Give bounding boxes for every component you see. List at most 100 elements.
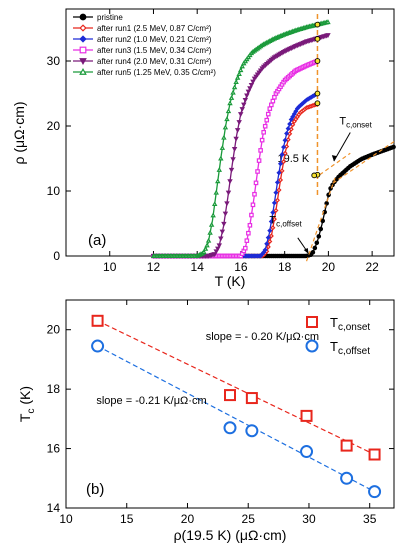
series-b-0-point [91, 314, 104, 327]
onset-label-sub: c,onset [346, 121, 373, 130]
series-a-5-point [201, 249, 207, 255]
series-a-5-point [236, 71, 242, 76]
panel-a-label: (a) [88, 232, 106, 249]
series-b-0-point [368, 448, 381, 461]
series-a-2-point [284, 130, 290, 137]
series-a-3-point [270, 98, 276, 104]
marker-19-5K [314, 90, 321, 97]
panel-b-series: slope = - 0.20 K/μΩ·cm slope = -0.21 K/μΩ… [91, 314, 382, 499]
series-a-4-point [244, 93, 250, 99]
legend-a-marker-0 [79, 13, 87, 21]
series-a-0-point [391, 144, 396, 150]
legend-b-label-main-1: T [330, 339, 338, 354]
legend-a-label-2: after run2 (1.0 MeV, 0.21 C/cm²) [97, 35, 212, 44]
panel-a-legend: pristine after run1 (2.5 MeV, 0.87 C/cm²)… [73, 13, 216, 77]
series-b-1-point [340, 471, 354, 485]
panel-a-annotations: Tc,onset Tc,offset [269, 21, 395, 262]
panel-b-x-tick-label: 30 [302, 512, 316, 526]
series-a-2-point [291, 111, 297, 117]
series-a-1 [150, 101, 320, 259]
legend-b-label-main-0: T [330, 315, 338, 330]
series-a-1-point [274, 197, 280, 203]
series-b-1-point [245, 424, 259, 438]
series-a-5-point [207, 229, 213, 235]
series-a-4-point [236, 120, 242, 126]
series-b-1-point [91, 339, 105, 353]
series-a-0-point [310, 250, 316, 255]
panel-b-frame [65, 299, 395, 509]
series-a-4-point [227, 179, 233, 185]
series-a-3-point [250, 202, 256, 208]
legend-b-label-0: Tc,onset [330, 315, 370, 333]
onset-label: Tc,onset [339, 116, 372, 130]
series-a-3-point [246, 230, 251, 236]
series-a-4-point [237, 112, 244, 118]
series-a-2-point [290, 114, 296, 120]
series-a-4-point [248, 82, 255, 88]
series-a-4-point [222, 211, 229, 217]
series-a-3-point [272, 94, 277, 100]
offset-label: Tc,offset [269, 215, 302, 229]
series-a-4-point [234, 128, 241, 133]
panel-a-y-tick-label: 20 [47, 119, 61, 133]
panel-b-x-tick-label: 25 [242, 512, 256, 526]
panel-b-y-tick-label: 16 [47, 442, 61, 456]
series-a-5-point [237, 67, 244, 73]
legend-a-label-3: after run3 (1.5 MeV, 0.34 C/cm²) [97, 46, 212, 55]
series-a-2-point [264, 241, 270, 247]
panel-b-x-tick-label: 35 [363, 512, 377, 526]
series-a-4-point [241, 102, 247, 108]
legend-a-marker-3 [79, 46, 87, 54]
series-a-1-point [276, 187, 282, 193]
panel-a-x-tick-label: 14 [191, 260, 205, 274]
series-a-5-point [215, 178, 221, 184]
series-a-3-point [249, 212, 254, 218]
series-b-1-point [300, 445, 314, 459]
series-a-5-point [233, 79, 239, 84]
series-a-2-point [279, 152, 285, 158]
series-a-4-point [250, 79, 256, 85]
panel-a-x-tick-label: 18 [278, 260, 292, 274]
marker-onset-extrapolation [311, 172, 318, 179]
series-a-3-point [255, 169, 260, 174]
legend-b-marker-0 [306, 316, 318, 328]
series-a-2-point [287, 121, 293, 127]
series-a-2-point [267, 228, 273, 234]
series-a-3-point [267, 106, 273, 111]
series-b-1-slope-label: slope = -0.21 K/μΩ·cm [96, 395, 206, 407]
series-a-3-point [244, 238, 250, 243]
series-a-5-point [239, 63, 245, 69]
series-a-5-point [216, 166, 223, 172]
series-a-2-point [277, 161, 284, 167]
series-a-5-point [211, 201, 218, 206]
series-a-4-point [218, 236, 224, 242]
series-a-0-point [312, 245, 318, 251]
series-a-4-point [233, 136, 239, 142]
panel-b-y-tick-label: 18 [47, 382, 61, 396]
series-a-5-point [227, 100, 233, 106]
offset-arrow-head [303, 248, 309, 255]
onset-tangent-low [319, 152, 351, 176]
panel-b-legend: Tc,onset Tc,offset [305, 315, 370, 357]
series-b-1-fit-line [97, 345, 375, 493]
onset-tangent-high [332, 141, 395, 184]
series-a-4-point [230, 157, 236, 163]
series-a-0-point [320, 218, 326, 224]
series-a-3-point [256, 158, 262, 163]
legend-b-label-sub-0: c,onset [338, 322, 370, 333]
panel-a-x-axis-label: T (K) [215, 273, 246, 289]
onset-arrow-head [331, 155, 337, 162]
panel-a-y-tick-label: 10 [47, 184, 61, 198]
series-a-5-point [204, 242, 210, 248]
legend-b-label-1: Tc,offset [330, 339, 370, 357]
series-a-2-point [288, 116, 294, 123]
series-a-3-point [261, 129, 266, 135]
series-a-4-point [216, 243, 223, 249]
series-a-3-point [259, 137, 265, 143]
series-a-3-point [243, 245, 248, 251]
panel-b-label: (b) [86, 481, 104, 498]
series-a-1-point [279, 168, 285, 174]
series-a-4-point [245, 89, 252, 95]
